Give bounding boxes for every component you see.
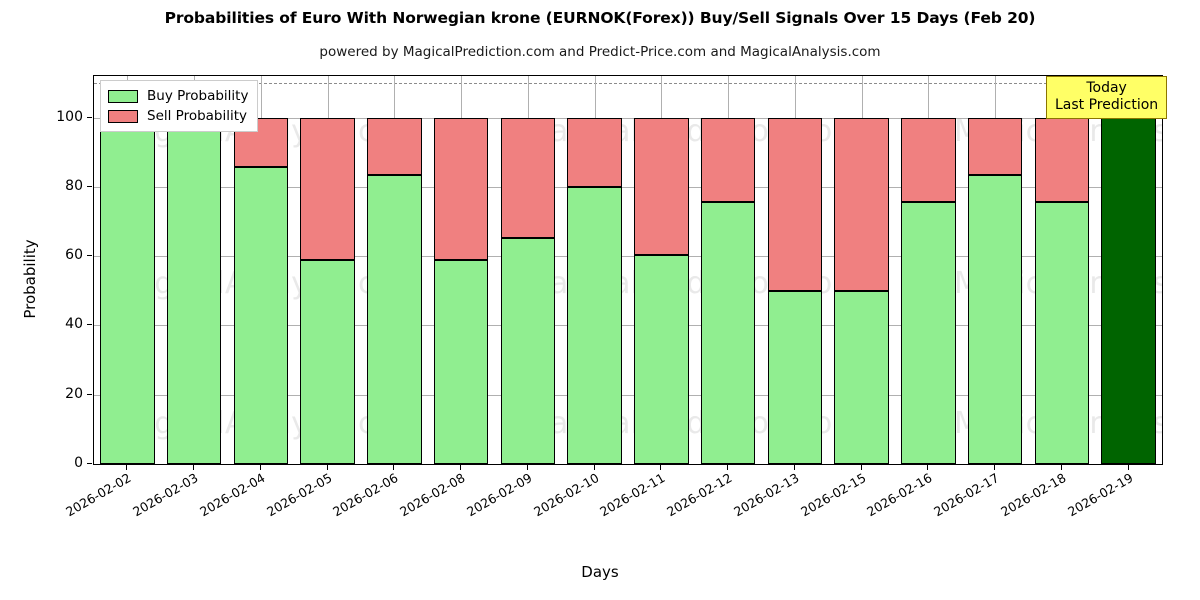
y-tick-mark-0 <box>87 463 92 464</box>
bar-segment-sell <box>967 117 1023 176</box>
today-annotation-line2: Last Prediction <box>1055 97 1159 114</box>
legend-label-buy: Buy Probability <box>147 88 249 104</box>
gridline-y-80 <box>94 186 1162 188</box>
legend-swatch-sell <box>108 109 138 123</box>
bar-segment-buy <box>700 202 756 464</box>
bar-2026-02-12 <box>700 76 756 464</box>
bar-segment-buy <box>233 167 289 464</box>
bar-2026-02-13 <box>767 76 823 464</box>
today-annotation-line1: Today <box>1086 80 1127 96</box>
x-axis-label: Days <box>581 563 619 581</box>
bar-segment-buy <box>634 255 689 464</box>
y-tick-mark-40 <box>87 324 92 326</box>
x-tick-mark-2026-02-11 <box>660 465 661 470</box>
y-tick-label-20: 20 <box>65 385 83 402</box>
bar-segment-sell <box>367 117 422 176</box>
bar-segment-buy <box>567 186 622 464</box>
plot-area: MagicalAnalysis.comMagicalPrediction.com… <box>93 75 1163 465</box>
bar-segment-buy <box>767 290 823 464</box>
x-tick-mark-2026-02-06 <box>393 465 394 470</box>
bar-segment-sell <box>567 117 622 187</box>
bar-segment-buy <box>834 290 889 464</box>
bar-2026-02-05 <box>300 76 355 464</box>
y-tick-label-80: 80 <box>65 177 83 194</box>
bar-segment-sell <box>634 117 689 256</box>
bar-2026-02-08 <box>433 76 489 464</box>
y-tick-mark-80 <box>87 185 92 187</box>
x-tick-mark-2026-02-03 <box>193 465 194 470</box>
chart-subtitle: powered by MagicalPrediction.com and Pre… <box>319 44 881 60</box>
x-tick-mark-2026-02-13 <box>794 465 795 470</box>
x-tick-mark-2026-02-19 <box>1128 465 1129 470</box>
reference-dashed-line <box>94 82 1162 84</box>
x-tick-mark-2026-02-10 <box>594 465 595 470</box>
x-tick-mark-2026-02-12 <box>727 465 728 470</box>
chart-legend: Buy Probability Sell Probability <box>100 80 259 132</box>
bar-2026-02-06 <box>367 76 422 464</box>
bar-segment-buy <box>967 175 1023 464</box>
bar-2026-02-15 <box>834 76 889 464</box>
bar-2026-02-16 <box>901 76 956 464</box>
bar-segment-buy <box>300 260 355 464</box>
x-tick-mark-2026-02-04 <box>260 465 261 470</box>
bar-segment-buy <box>166 117 222 464</box>
x-tick-mark-2026-02-05 <box>327 465 328 470</box>
gridline-y-40 <box>94 325 1162 327</box>
bar-segment-sell <box>300 117 355 261</box>
y-tick-label-60: 60 <box>65 247 83 264</box>
bar-segment-sell <box>500 117 556 238</box>
legend-label-sell: Sell Probability <box>147 108 248 124</box>
bar-segment-sell <box>834 117 889 291</box>
gridline-y-60 <box>94 256 1162 258</box>
x-tick-mark-2026-02-15 <box>861 465 862 470</box>
bar-segment-buy <box>500 237 556 464</box>
bar-segment-sell <box>700 117 756 203</box>
bar-2026-02-18 <box>1034 76 1090 464</box>
gridline-y-100 <box>94 117 1162 119</box>
today-annotation: Today Last Prediction <box>1046 76 1168 120</box>
x-tick-mark-2026-02-18 <box>1061 465 1062 470</box>
y-axis-label: Probability <box>21 239 39 319</box>
y-tick-label-0: 0 <box>74 455 83 471</box>
y-tick-label-40: 40 <box>65 316 83 333</box>
bar-2026-02-19 <box>1101 76 1156 464</box>
bar-2026-02-02 <box>100 76 155 464</box>
page-title: Probabilities of Euro With Norwegian kro… <box>164 9 1036 27</box>
bars-layer <box>94 76 1162 464</box>
x-tick-mark-2026-02-08 <box>460 465 461 470</box>
legend-swatch-buy <box>108 89 138 103</box>
legend-item-buy: Buy Probability <box>108 86 248 106</box>
x-tick-mark-2026-02-17 <box>994 465 995 470</box>
bar-segment-sell <box>901 117 956 203</box>
bar-2026-02-10 <box>567 76 622 464</box>
y-tick-mark-20 <box>87 393 92 395</box>
bar-segment-today <box>1101 117 1156 464</box>
bar-segment-buy <box>1034 202 1090 464</box>
bar-2026-02-11 <box>634 76 689 464</box>
bar-2026-02-04 <box>233 76 289 464</box>
bar-segment-buy <box>367 175 422 464</box>
x-tick-mark-2026-02-02 <box>126 465 127 470</box>
gridline-y-20 <box>94 394 1162 396</box>
x-tick-mark-2026-02-16 <box>927 465 928 470</box>
bar-segment-sell <box>433 117 489 261</box>
y-tick-mark-100 <box>87 116 92 118</box>
bar-segment-sell <box>1034 117 1090 203</box>
bar-segment-sell <box>767 117 823 291</box>
y-tick-mark-60 <box>87 255 92 257</box>
bar-segment-buy <box>100 117 155 464</box>
gridline-y-0 <box>94 464 1162 465</box>
bar-segment-buy <box>433 260 489 464</box>
x-tick-mark-2026-02-09 <box>527 465 528 470</box>
legend-item-sell: Sell Probability <box>108 106 248 126</box>
bar-2026-02-03 <box>166 76 222 464</box>
y-tick-label-100: 100 <box>56 108 83 125</box>
bar-segment-buy <box>901 202 956 464</box>
bar-2026-02-09 <box>500 76 556 464</box>
bar-2026-02-17 <box>967 76 1023 464</box>
